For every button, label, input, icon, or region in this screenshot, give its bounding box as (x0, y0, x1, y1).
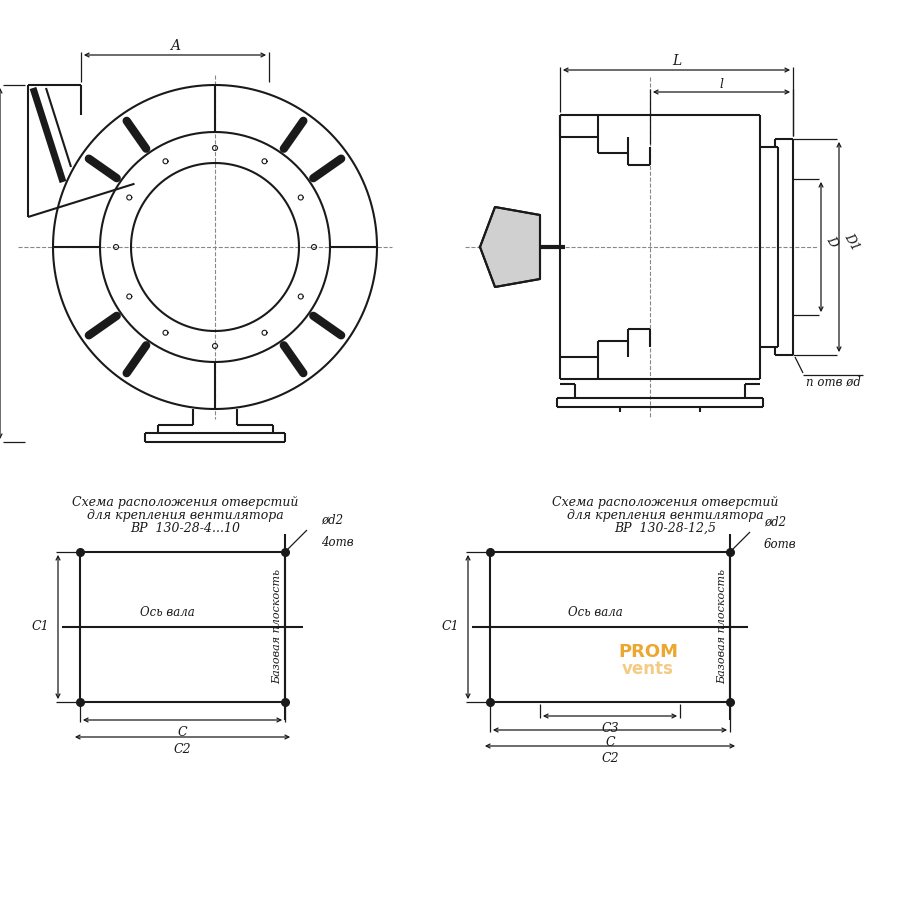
Text: vents: vents (622, 660, 674, 678)
Text: Базовая плоскость: Базовая плоскость (717, 570, 727, 684)
Text: Ось вала: Ось вала (140, 606, 195, 619)
Text: C2: C2 (601, 752, 619, 765)
Polygon shape (480, 207, 540, 287)
Text: 6отв: 6отв (764, 538, 796, 551)
Text: для крепления вентилятора: для крепления вентилятора (567, 509, 763, 521)
Text: ВР  130-28-4...10: ВР 130-28-4...10 (130, 521, 240, 535)
Text: Схема расположения отверстий: Схема расположения отверстий (72, 495, 298, 509)
Text: 4отв: 4отв (321, 536, 354, 549)
Text: D1: D1 (842, 231, 862, 253)
Text: Ось вала: Ось вала (568, 606, 623, 619)
Text: ød2: ød2 (321, 514, 343, 527)
Text: C: C (605, 736, 615, 749)
Text: ød2: ød2 (764, 516, 786, 529)
Text: C3: C3 (601, 722, 619, 735)
Text: Базовая плоскость: Базовая плоскость (272, 570, 282, 684)
Text: C: C (177, 726, 187, 739)
Text: n отв ød: n отв ød (806, 376, 860, 388)
Text: C1: C1 (441, 621, 459, 633)
Text: l: l (719, 77, 724, 91)
Text: PROM: PROM (618, 643, 678, 661)
Text: D: D (824, 234, 841, 249)
Text: ВР  130-28-12,5: ВР 130-28-12,5 (614, 521, 716, 535)
Text: C2: C2 (174, 743, 192, 756)
Text: L: L (672, 54, 681, 68)
Text: для крепления вентилятора: для крепления вентилятора (86, 509, 284, 521)
Text: A: A (170, 39, 180, 53)
Text: C1: C1 (32, 621, 49, 633)
Text: Схема расположения отверстий: Схема расположения отверстий (552, 495, 778, 509)
